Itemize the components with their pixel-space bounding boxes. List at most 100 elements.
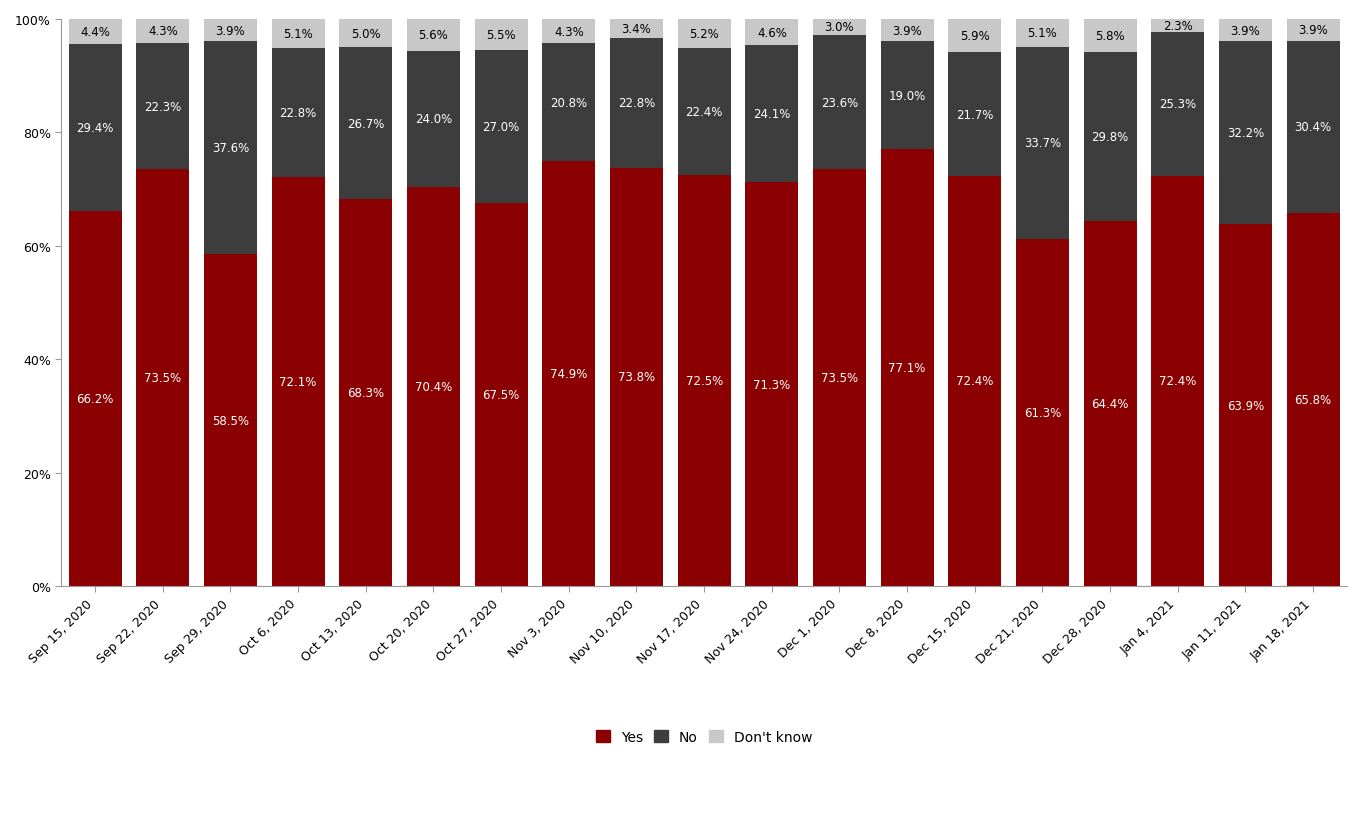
Bar: [407, 20, 460, 52]
Bar: [542, 162, 595, 586]
Bar: [813, 36, 866, 170]
Text: 23.6%: 23.6%: [821, 97, 858, 110]
Text: 73.5%: 73.5%: [821, 372, 858, 385]
Bar: [407, 188, 460, 586]
Legend: Yes, No, Don't know: Yes, No, Don't know: [590, 724, 819, 749]
Text: 5.2%: 5.2%: [689, 27, 719, 41]
Text: 37.6%: 37.6%: [212, 142, 249, 155]
Bar: [1287, 41, 1340, 213]
Text: 20.8%: 20.8%: [550, 97, 587, 110]
Bar: [678, 49, 730, 176]
Bar: [204, 42, 257, 255]
Bar: [136, 19, 189, 44]
Bar: [475, 20, 527, 51]
Text: 2.3%: 2.3%: [1163, 20, 1193, 33]
Text: 5.6%: 5.6%: [418, 29, 448, 42]
Bar: [542, 45, 595, 162]
Bar: [1016, 48, 1069, 239]
Text: 29.4%: 29.4%: [76, 122, 114, 135]
Bar: [610, 20, 663, 39]
Bar: [745, 20, 798, 46]
Bar: [339, 199, 392, 586]
Text: 5.9%: 5.9%: [960, 31, 990, 43]
Text: 5.0%: 5.0%: [351, 27, 380, 41]
Bar: [881, 20, 933, 42]
Bar: [1084, 222, 1136, 586]
Text: 72.4%: 72.4%: [956, 375, 993, 388]
Text: 73.8%: 73.8%: [618, 371, 655, 384]
Bar: [272, 178, 324, 586]
Bar: [407, 52, 460, 188]
Bar: [1084, 53, 1136, 222]
Text: 4.4%: 4.4%: [80, 26, 110, 39]
Bar: [204, 255, 257, 586]
Bar: [475, 204, 527, 586]
Text: 24.1%: 24.1%: [753, 108, 790, 121]
Text: 61.3%: 61.3%: [1024, 406, 1061, 419]
Bar: [678, 176, 730, 586]
Text: 72.4%: 72.4%: [1159, 375, 1196, 388]
Bar: [136, 44, 189, 170]
Text: 72.1%: 72.1%: [279, 375, 317, 389]
Text: 58.5%: 58.5%: [212, 414, 249, 428]
Bar: [610, 39, 663, 169]
Bar: [1084, 20, 1136, 53]
Bar: [68, 45, 121, 212]
Bar: [813, 19, 866, 36]
Text: 33.7%: 33.7%: [1024, 137, 1061, 151]
Text: 22.4%: 22.4%: [685, 106, 723, 119]
Text: 65.8%: 65.8%: [1295, 394, 1332, 407]
Text: 3.9%: 3.9%: [215, 25, 245, 37]
Bar: [339, 20, 392, 48]
Bar: [475, 51, 527, 204]
Bar: [1219, 20, 1272, 42]
Text: 74.9%: 74.9%: [550, 368, 587, 381]
Text: 77.1%: 77.1%: [888, 361, 926, 375]
Bar: [339, 48, 392, 199]
Bar: [881, 150, 933, 586]
Bar: [813, 170, 866, 586]
Bar: [610, 169, 663, 586]
Bar: [68, 20, 121, 45]
Text: 5.8%: 5.8%: [1095, 30, 1125, 43]
Text: 5.5%: 5.5%: [486, 29, 516, 42]
Text: 4.3%: 4.3%: [148, 25, 177, 38]
Bar: [1151, 20, 1204, 33]
Bar: [68, 212, 121, 586]
Text: 70.4%: 70.4%: [415, 380, 452, 394]
Bar: [1016, 19, 1069, 48]
Text: 63.9%: 63.9%: [1227, 399, 1264, 412]
Bar: [948, 54, 1001, 176]
Text: 22.8%: 22.8%: [279, 107, 317, 120]
Bar: [1219, 224, 1272, 586]
Text: 26.7%: 26.7%: [347, 117, 384, 131]
Text: 72.5%: 72.5%: [685, 375, 723, 388]
Bar: [745, 183, 798, 586]
Bar: [745, 46, 798, 183]
Text: 30.4%: 30.4%: [1295, 121, 1332, 134]
Text: 27.0%: 27.0%: [482, 121, 520, 134]
Text: 67.5%: 67.5%: [482, 389, 520, 402]
Bar: [136, 170, 189, 586]
Text: 22.3%: 22.3%: [144, 100, 181, 113]
Text: 4.3%: 4.3%: [554, 26, 584, 39]
Text: 3.4%: 3.4%: [621, 23, 651, 36]
Text: 3.9%: 3.9%: [892, 25, 922, 37]
Bar: [1287, 19, 1340, 41]
Text: 19.0%: 19.0%: [888, 89, 926, 103]
Bar: [272, 20, 324, 49]
Text: 3.9%: 3.9%: [1231, 25, 1260, 37]
Bar: [1219, 42, 1272, 224]
Text: 4.6%: 4.6%: [757, 26, 787, 40]
Bar: [1151, 176, 1204, 586]
Bar: [678, 19, 730, 49]
Text: 21.7%: 21.7%: [956, 108, 993, 122]
Text: 73.5%: 73.5%: [144, 372, 181, 385]
Bar: [948, 176, 1001, 586]
Bar: [1151, 33, 1204, 176]
Text: 68.3%: 68.3%: [347, 386, 384, 399]
Text: 66.2%: 66.2%: [76, 393, 114, 405]
Text: 3.9%: 3.9%: [1298, 24, 1328, 37]
Text: 3.0%: 3.0%: [824, 22, 854, 35]
Text: 71.3%: 71.3%: [753, 378, 790, 391]
